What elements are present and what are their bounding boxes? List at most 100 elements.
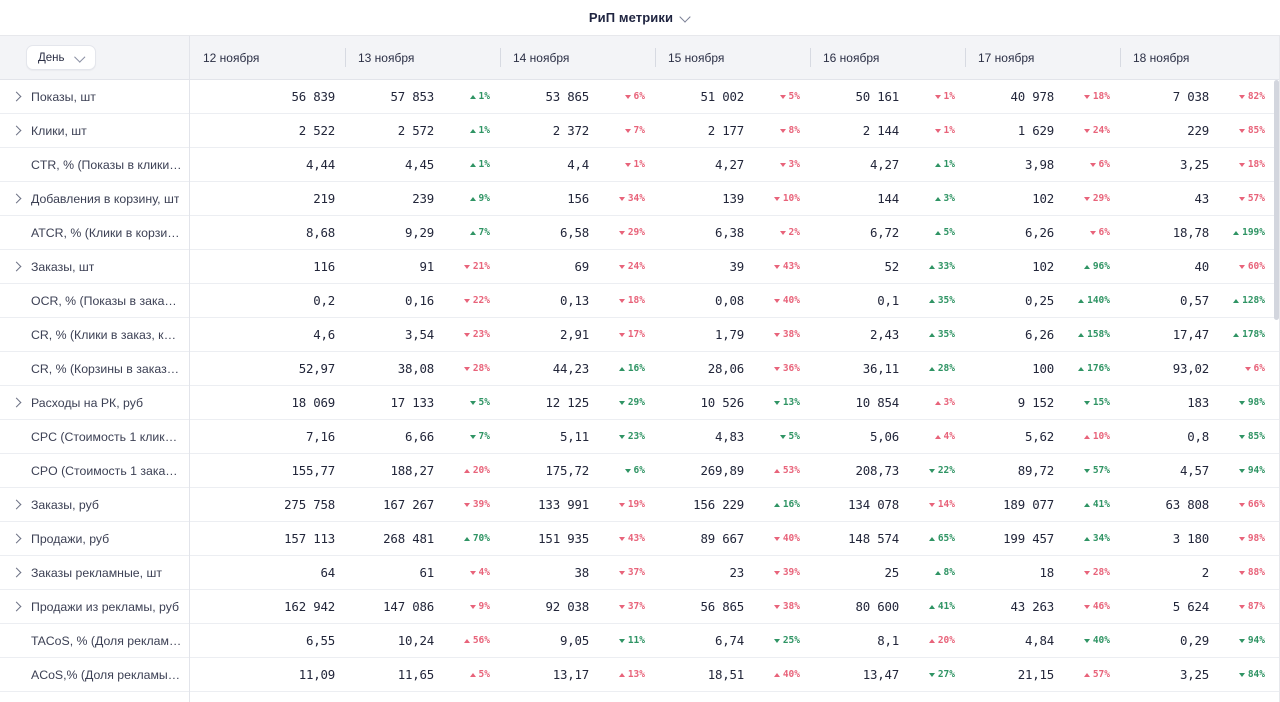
data-cell[interactable]: 1 629 24% — [965, 114, 1120, 147]
metric-row-label[interactable]: Продажи из рекламы, руб — [0, 590, 189, 624]
data-cell[interactable]: 275 758 — [190, 488, 345, 521]
expand-chevron-icon[interactable] — [8, 567, 26, 578]
data-cell[interactable]: 2,91 17% — [500, 318, 655, 351]
data-cell[interactable]: 51 002 5% — [655, 80, 810, 113]
data-cell[interactable]: 23 39% — [655, 556, 810, 589]
data-cell[interactable]: 50 161 1% — [810, 80, 965, 113]
data-cell[interactable]: 52,97 — [190, 352, 345, 385]
data-cell[interactable]: 38,08 28% — [345, 352, 500, 385]
data-cell[interactable]: 25 8% — [810, 556, 965, 589]
metric-row-label[interactable]: Клики, шт — [0, 114, 189, 148]
metric-row-label[interactable]: Заказы рекламные, шт — [0, 556, 189, 590]
data-cell[interactable]: 53 865 6% — [500, 80, 655, 113]
data-cell[interactable]: 156 229 16% — [655, 488, 810, 521]
data-cell[interactable]: 208,73 22% — [810, 454, 965, 487]
data-cell[interactable]: 0,2 — [190, 284, 345, 317]
data-cell[interactable]: 6,58 29% — [500, 216, 655, 249]
data-cell[interactable]: 3,25 18% — [1120, 148, 1275, 181]
data-cell[interactable]: 219 — [190, 182, 345, 215]
data-cell[interactable]: 40 978 18% — [965, 80, 1120, 113]
column-header-7[interactable]: 18 ноября — [1120, 36, 1275, 79]
metric-row-label[interactable]: ATCR, % (Клики в корзи… — [0, 216, 189, 250]
data-cell[interactable]: 13,17 13% — [500, 658, 655, 691]
data-cell[interactable]: 4,4 1% — [500, 148, 655, 181]
data-cell[interactable]: 148 574 65% — [810, 522, 965, 555]
data-cell[interactable]: 151 935 43% — [500, 522, 655, 555]
data-cell[interactable]: 0,13 18% — [500, 284, 655, 317]
data-cell[interactable]: 268 481 70% — [345, 522, 500, 555]
metric-row-label[interactable]: ACoS,% (Доля рекламы … — [0, 658, 189, 692]
data-cell[interactable]: 9,05 11% — [500, 624, 655, 657]
metric-row-label[interactable]: Добавления в корзину, шт — [0, 182, 189, 216]
data-cell[interactable]: 0,16 22% — [345, 284, 500, 317]
data-cell[interactable]: 0,1 35% — [810, 284, 965, 317]
data-cell[interactable]: 157 113 — [190, 522, 345, 555]
data-cell[interactable]: 43 263 46% — [965, 590, 1120, 623]
data-cell[interactable]: 139 10% — [655, 182, 810, 215]
data-cell[interactable]: 39 43% — [655, 250, 810, 283]
data-cell[interactable]: 116 — [190, 250, 345, 283]
data-cell[interactable]: 4,27 1% — [810, 148, 965, 181]
data-cell[interactable]: 2 372 7% — [500, 114, 655, 147]
period-selector[interactable]: День — [26, 45, 96, 70]
data-cell[interactable]: 9,29 7% — [345, 216, 500, 249]
chevron-down-icon[interactable] — [76, 53, 86, 63]
data-cell[interactable]: 28,06 36% — [655, 352, 810, 385]
data-cell[interactable]: 3,98 6% — [965, 148, 1120, 181]
data-cell[interactable]: 144 3% — [810, 182, 965, 215]
metric-row-label[interactable]: CR, % (Клики в заказ, ко… — [0, 318, 189, 352]
data-cell[interactable]: 6,72 5% — [810, 216, 965, 249]
data-cell[interactable]: 183 98% — [1120, 386, 1275, 419]
expand-chevron-icon[interactable] — [8, 261, 26, 272]
data-cell[interactable]: 6,26 6% — [965, 216, 1120, 249]
data-cell[interactable]: 0,57 128% — [1120, 284, 1275, 317]
data-cell[interactable]: 44,23 16% — [500, 352, 655, 385]
column-header-6[interactable]: 17 ноября — [965, 36, 1120, 79]
data-cell[interactable]: 43 57% — [1120, 182, 1275, 215]
data-cell[interactable]: 8,68 — [190, 216, 345, 249]
data-cell[interactable]: 56 839 — [190, 80, 345, 113]
data-cell[interactable]: 3,25 84% — [1120, 658, 1275, 691]
data-cell[interactable]: 18,51 40% — [655, 658, 810, 691]
metric-row-label[interactable]: OCR, % (Показы в заказ,… — [0, 284, 189, 318]
scrollable-data-pane[interactable]: 12 ноября 13 ноября 14 ноября 15 ноября 16 н… — [190, 36, 1280, 702]
data-cell[interactable]: 6,74 25% — [655, 624, 810, 657]
data-cell[interactable]: 102 29% — [965, 182, 1120, 215]
metric-row-label[interactable]: Расходы на РК, руб — [0, 386, 189, 420]
data-cell[interactable]: 10,24 56% — [345, 624, 500, 657]
data-cell[interactable]: 269,89 53% — [655, 454, 810, 487]
metric-row-label[interactable]: Показы, шт — [0, 80, 189, 114]
column-header-4[interactable]: 15 ноября — [655, 36, 810, 79]
data-cell[interactable]: 93,02 6% — [1120, 352, 1275, 385]
data-cell[interactable]: 134 078 14% — [810, 488, 965, 521]
data-cell[interactable]: 4,84 40% — [965, 624, 1120, 657]
data-cell[interactable]: 7 038 82% — [1120, 80, 1275, 113]
data-cell[interactable]: 18 069 — [190, 386, 345, 419]
data-cell[interactable]: 229 85% — [1120, 114, 1275, 147]
data-cell[interactable]: 147 086 9% — [345, 590, 500, 623]
data-cell[interactable]: 2 177 8% — [655, 114, 810, 147]
data-cell[interactable]: 61 4% — [345, 556, 500, 589]
data-cell[interactable]: 5 624 87% — [1120, 590, 1275, 623]
data-cell[interactable]: 167 267 39% — [345, 488, 500, 521]
data-cell[interactable]: 102 96% — [965, 250, 1120, 283]
data-cell[interactable]: 100 176% — [965, 352, 1120, 385]
data-cell[interactable]: 3,54 23% — [345, 318, 500, 351]
data-cell[interactable]: 80 600 41% — [810, 590, 965, 623]
expand-chevron-icon[interactable] — [8, 125, 26, 136]
data-cell[interactable]: 4,57 94% — [1120, 454, 1275, 487]
data-cell[interactable]: 4,6 — [190, 318, 345, 351]
data-cell[interactable]: 18 28% — [965, 556, 1120, 589]
expand-chevron-icon[interactable] — [8, 91, 26, 102]
page-title-dropdown[interactable]: РиП метрики — [589, 10, 691, 25]
data-cell[interactable]: 40 60% — [1120, 250, 1275, 283]
data-cell[interactable]: 175,72 6% — [500, 454, 655, 487]
data-cell[interactable]: 36,11 28% — [810, 352, 965, 385]
data-cell[interactable]: 239 9% — [345, 182, 500, 215]
data-cell[interactable]: 162 942 — [190, 590, 345, 623]
data-cell[interactable]: 156 34% — [500, 182, 655, 215]
chevron-down-icon[interactable] — [680, 12, 691, 23]
data-cell[interactable]: 0,8 85% — [1120, 420, 1275, 453]
data-cell[interactable]: 10 526 13% — [655, 386, 810, 419]
metric-row-label[interactable]: Заказы, руб — [0, 488, 189, 522]
